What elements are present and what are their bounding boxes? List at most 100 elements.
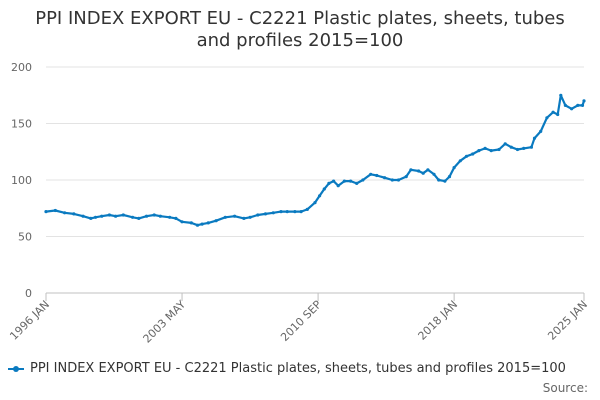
- data-point[interactable]: [152, 213, 156, 217]
- data-point[interactable]: [332, 179, 336, 183]
- data-point[interactable]: [158, 214, 162, 218]
- data-point[interactable]: [195, 223, 200, 227]
- data-point[interactable]: [464, 154, 469, 158]
- data-point[interactable]: [214, 219, 218, 223]
- data-point[interactable]: [539, 129, 543, 133]
- data-point[interactable]: [200, 222, 204, 226]
- data-point[interactable]: [44, 210, 48, 214]
- data-point[interactable]: [515, 147, 520, 152]
- data-point[interactable]: [53, 208, 57, 213]
- data-point[interactable]: [421, 171, 425, 175]
- data-point[interactable]: [322, 187, 326, 191]
- data-point[interactable]: [383, 176, 387, 180]
- data-point[interactable]: [137, 216, 141, 220]
- data-point[interactable]: [327, 181, 331, 185]
- data-point[interactable]: [279, 210, 283, 214]
- data-point[interactable]: [576, 103, 580, 107]
- data-point[interactable]: [180, 220, 184, 224]
- data-point[interactable]: [390, 178, 394, 182]
- y-tick-label: 100: [11, 174, 32, 187]
- series-line[interactable]: [44, 94, 586, 227]
- data-point[interactable]: [582, 99, 586, 103]
- data-point[interactable]: [522, 146, 526, 150]
- data-point[interactable]: [299, 210, 303, 214]
- chart-legend[interactable]: PPI INDEX EXPORT EU - C2221 Plastic plat…: [8, 361, 566, 376]
- y-tick-label: 50: [18, 231, 32, 244]
- data-point[interactable]: [242, 216, 246, 220]
- chart-title-line-2: and profiles 2015=100: [196, 30, 404, 51]
- x-tick-label: 1996 JAN: [7, 298, 52, 343]
- data-point[interactable]: [293, 210, 297, 214]
- data-point[interactable]: [318, 194, 322, 198]
- data-point[interactable]: [349, 179, 353, 183]
- x-tick-labels: 1996 JAN 2003 MAY 2010 SEP 2018 JAN 2025 JAN: [7, 298, 590, 346]
- data-point[interactable]: [174, 216, 178, 220]
- data-point[interactable]: [63, 211, 67, 215]
- y-tick-label: 150: [11, 118, 32, 131]
- data-point[interactable]: [206, 221, 210, 225]
- data-point[interactable]: [458, 159, 462, 163]
- data-point[interactable]: [426, 168, 430, 172]
- data-point[interactable]: [81, 214, 85, 218]
- data-point[interactable]: [305, 207, 309, 211]
- data-point[interactable]: [447, 175, 452, 179]
- data-point[interactable]: [483, 146, 487, 150]
- data-point[interactable]: [89, 216, 93, 220]
- data-point[interactable]: [361, 178, 365, 182]
- data-point[interactable]: [503, 142, 507, 146]
- data-point[interactable]: [233, 214, 237, 218]
- data-point[interactable]: [285, 210, 289, 214]
- data-point[interactable]: [369, 172, 373, 176]
- data-point[interactable]: [471, 152, 475, 156]
- data-point[interactable]: [375, 173, 379, 178]
- data-point[interactable]: [114, 214, 118, 218]
- data-point[interactable]: [144, 214, 149, 218]
- data-point[interactable]: [131, 215, 135, 219]
- data-point[interactable]: [107, 213, 111, 217]
- grid-lines: [46, 66, 584, 237]
- data-point[interactable]: [497, 147, 501, 152]
- data-point[interactable]: [256, 213, 260, 217]
- data-point[interactable]: [437, 178, 441, 182]
- data-point[interactable]: [477, 149, 481, 153]
- data-point[interactable]: [443, 179, 447, 183]
- data-point[interactable]: [409, 168, 413, 172]
- data-point[interactable]: [559, 93, 563, 97]
- data-point[interactable]: [189, 221, 193, 225]
- data-point[interactable]: [271, 211, 275, 215]
- data-point[interactable]: [545, 116, 549, 120]
- data-point[interactable]: [100, 214, 104, 218]
- data-point[interactable]: [355, 181, 359, 185]
- data-point[interactable]: [570, 107, 574, 111]
- y-tick-label: 0: [25, 287, 32, 300]
- data-point[interactable]: [313, 201, 317, 205]
- axes: [45, 292, 585, 301]
- data-point[interactable]: [168, 215, 172, 219]
- x-tick-label: 2010 SEP: [278, 298, 324, 344]
- data-point[interactable]: [417, 169, 421, 173]
- data-point[interactable]: [532, 136, 537, 140]
- data-point[interactable]: [551, 110, 555, 114]
- x-tick-label: 2018 JAN: [416, 298, 461, 343]
- data-point[interactable]: [556, 112, 560, 117]
- data-point[interactable]: [404, 175, 408, 179]
- data-point[interactable]: [263, 212, 268, 216]
- x-tick-label: 2003 MAY: [141, 298, 189, 346]
- data-point[interactable]: [342, 179, 346, 183]
- data-point[interactable]: [580, 103, 585, 107]
- data-point[interactable]: [396, 178, 401, 182]
- data-point[interactable]: [223, 215, 227, 219]
- data-point[interactable]: [489, 149, 493, 153]
- data-point[interactable]: [93, 215, 98, 219]
- data-point[interactable]: [72, 212, 76, 216]
- data-point[interactable]: [336, 184, 340, 188]
- data-point[interactable]: [563, 103, 568, 107]
- data-point[interactable]: [248, 215, 252, 219]
- data-point[interactable]: [452, 166, 456, 170]
- data-point[interactable]: [432, 172, 436, 176]
- data-point[interactable]: [509, 145, 513, 149]
- data-point[interactable]: [121, 213, 125, 217]
- source-label: Source:: [542, 381, 588, 395]
- data-point[interactable]: [529, 145, 534, 149]
